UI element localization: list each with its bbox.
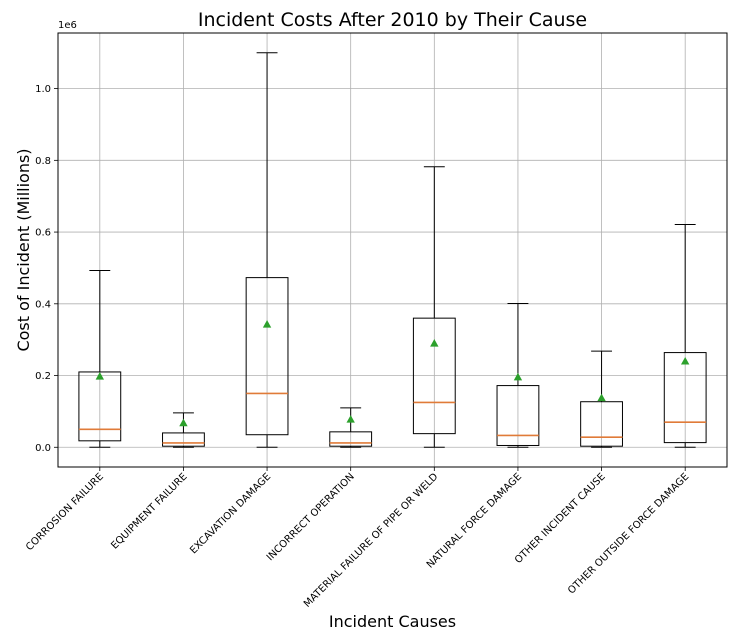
box-group — [329, 407, 373, 448]
box-group — [496, 302, 540, 448]
y-axis-label: Cost of Incident (Millions) — [14, 148, 33, 351]
mean-marker — [430, 339, 439, 347]
mean-marker — [179, 418, 188, 427]
x-axis-label: Incident Causes — [329, 612, 456, 631]
box-iqr — [663, 352, 707, 444]
box-iqr — [329, 431, 373, 447]
box-iqr — [412, 317, 456, 435]
box-group — [412, 166, 456, 448]
box-group — [245, 52, 289, 448]
plot-area-frame — [57, 32, 728, 468]
y-offset-label: 1e6 — [58, 20, 77, 31]
box-iqr — [496, 385, 540, 446]
y-ticks-layer: 0.0 0.2 0.4 0.6 0.8 1.0 — [35, 84, 58, 454]
y-tick-label: 0.0 — [35, 443, 51, 454]
mean-marker — [346, 415, 355, 423]
y-tick-label: 0.2 — [35, 371, 51, 382]
mean-marker — [597, 393, 606, 402]
box-group — [162, 412, 205, 448]
box-iqr — [78, 371, 122, 442]
mean-marker — [513, 372, 523, 381]
y-tick-label: 0.6 — [35, 228, 51, 239]
box-group — [663, 224, 707, 448]
y-tick-label: 0.4 — [35, 299, 51, 310]
box-group — [580, 350, 623, 448]
box-group — [78, 269, 122, 448]
box-iqr — [580, 401, 623, 447]
boxes-layer — [78, 52, 707, 448]
mean-marker — [95, 372, 105, 380]
box-iqr — [245, 277, 289, 436]
mean-marker — [680, 356, 690, 365]
y-tick-label: 1.0 — [35, 84, 51, 95]
box-iqr — [162, 432, 205, 447]
chart-title: Incident Costs After 2010 by Their Cause — [198, 9, 587, 31]
mean-marker — [262, 320, 272, 328]
y-tick-label: 0.8 — [35, 156, 51, 167]
